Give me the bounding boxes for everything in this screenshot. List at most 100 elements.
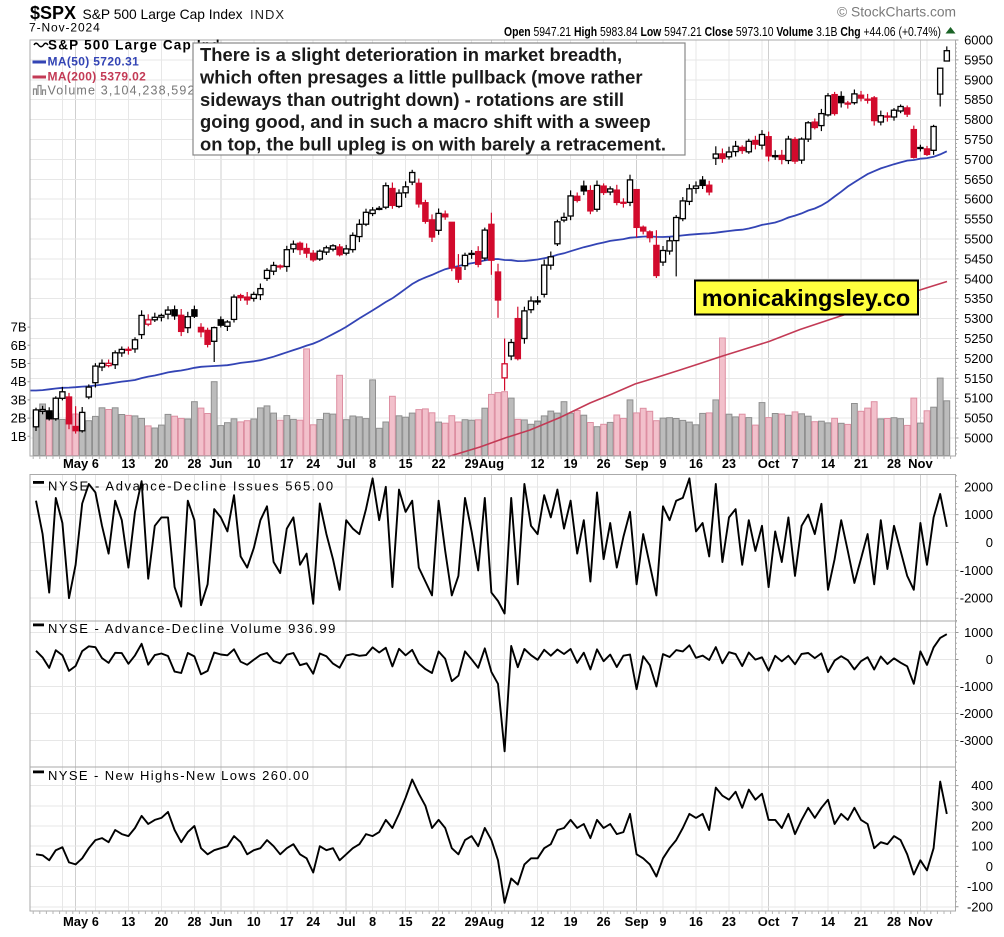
- svg-text:Oct: Oct: [758, 914, 780, 929]
- svg-text:S&P 500 Large Cap Ind: S&P 500 Large Cap Ind: [48, 38, 221, 53]
- svg-text:Jun: Jun: [209, 914, 232, 929]
- svg-text:6000: 6000: [964, 33, 993, 48]
- svg-text:5900: 5900: [964, 72, 993, 87]
- svg-text:400: 400: [971, 778, 993, 793]
- svg-text:5400: 5400: [964, 271, 993, 286]
- svg-text:23: 23: [722, 457, 736, 471]
- svg-text:-1000: -1000: [960, 563, 993, 578]
- svg-text:21: 21: [854, 915, 868, 929]
- svg-text:10: 10: [247, 915, 261, 929]
- svg-text:Jul: Jul: [337, 456, 356, 471]
- svg-text:sideways than outright down) -: sideways than outright down) - rotations…: [200, 89, 624, 110]
- svg-text:4B: 4B: [11, 374, 27, 389]
- svg-text:6: 6: [92, 457, 99, 471]
- svg-text:© StockCharts.com: © StockCharts.com: [837, 5, 956, 20]
- svg-text:14: 14: [821, 915, 835, 929]
- svg-text:Sep: Sep: [625, 914, 649, 929]
- svg-text:5850: 5850: [964, 92, 993, 107]
- svg-text:12: 12: [531, 457, 545, 471]
- svg-text:2000: 2000: [964, 479, 993, 494]
- svg-text:-3000: -3000: [960, 733, 993, 748]
- svg-text:5100: 5100: [964, 391, 993, 406]
- svg-text:23: 23: [722, 915, 736, 929]
- svg-text:9: 9: [660, 457, 667, 471]
- svg-text:16: 16: [689, 915, 703, 929]
- svg-text:5350: 5350: [964, 291, 993, 306]
- svg-text:15: 15: [399, 457, 413, 471]
- svg-text:7B: 7B: [11, 320, 27, 335]
- svg-text:on top, the bull upleg is on w: on top, the bull upleg is on with barely…: [200, 134, 666, 155]
- svg-text:28: 28: [187, 915, 201, 929]
- svg-text:300: 300: [971, 798, 993, 813]
- svg-text:9: 9: [660, 915, 667, 929]
- svg-text:INDX: INDX: [250, 7, 285, 22]
- svg-text:12: 12: [531, 915, 545, 929]
- svg-text:7-Nov-2024: 7-Nov-2024: [29, 21, 101, 35]
- svg-text:May: May: [63, 456, 89, 471]
- svg-text:26: 26: [597, 457, 611, 471]
- svg-text:5700: 5700: [964, 152, 993, 167]
- svg-text:200: 200: [971, 819, 993, 834]
- svg-text:15: 15: [399, 915, 413, 929]
- svg-text:17: 17: [280, 915, 294, 929]
- svg-text:There is a slight deterioratio: There is a slight deterioration in marke…: [200, 44, 622, 65]
- svg-text:14: 14: [821, 457, 835, 471]
- svg-text:28: 28: [887, 457, 901, 471]
- svg-text:0: 0: [986, 652, 993, 667]
- svg-text:22: 22: [432, 915, 446, 929]
- svg-text:Open 5947.21 High 5983.84 Low: Open 5947.21 High 5983.84 Low 5947.21 Cl…: [504, 24, 941, 39]
- svg-text:19: 19: [564, 457, 578, 471]
- svg-text:1B: 1B: [11, 429, 27, 444]
- svg-text:24: 24: [306, 457, 320, 471]
- svg-text:7: 7: [792, 457, 799, 471]
- svg-text:-2000: -2000: [960, 706, 993, 721]
- svg-text:16: 16: [689, 457, 703, 471]
- svg-text:5150: 5150: [964, 371, 993, 386]
- svg-text:29: 29: [465, 457, 479, 471]
- svg-text:1000: 1000: [964, 507, 993, 522]
- svg-text:5B: 5B: [11, 356, 27, 371]
- svg-text:13: 13: [121, 915, 135, 929]
- svg-text:5800: 5800: [964, 112, 993, 127]
- svg-text:NYSE - Advance-Decline Issues: NYSE - Advance-Decline Issues 565.00: [48, 479, 335, 494]
- svg-text:5500: 5500: [964, 232, 993, 247]
- svg-text:NYSE - New Highs-New Lows 260.: NYSE - New Highs-New Lows 260.00: [48, 768, 310, 783]
- svg-text:Nov: Nov: [908, 456, 933, 471]
- svg-text:2B: 2B: [11, 411, 27, 426]
- svg-text:monicakingsley.co: monicakingsley.co: [702, 285, 911, 311]
- svg-text:5300: 5300: [964, 311, 993, 326]
- svg-text:26: 26: [597, 915, 611, 929]
- svg-text:Jul: Jul: [337, 914, 356, 929]
- svg-text:5550: 5550: [964, 212, 993, 227]
- svg-text:6: 6: [92, 915, 99, 929]
- svg-text:Volume 3,104,238,592: Volume 3,104,238,592: [48, 84, 196, 98]
- svg-text:Sep: Sep: [625, 456, 649, 471]
- svg-text:1000: 1000: [964, 625, 993, 640]
- svg-text:24: 24: [306, 915, 320, 929]
- svg-text:5600: 5600: [964, 192, 993, 207]
- svg-text:6B: 6B: [11, 338, 27, 353]
- svg-text:100: 100: [971, 839, 993, 854]
- svg-text:-100: -100: [967, 879, 993, 894]
- svg-text:7: 7: [792, 915, 799, 929]
- svg-text:which often presages a little: which often presages a little pullback (…: [199, 66, 643, 87]
- svg-text:8: 8: [369, 915, 376, 929]
- svg-text:5450: 5450: [964, 251, 993, 266]
- svg-text:MA(200) 5379.02: MA(200) 5379.02: [48, 70, 147, 84]
- svg-text:0: 0: [986, 859, 993, 874]
- svg-text:Aug: Aug: [479, 456, 504, 471]
- svg-text:NYSE - Advance-Decline Volume: NYSE - Advance-Decline Volume 936.99: [48, 621, 337, 636]
- svg-text:5050: 5050: [964, 411, 993, 426]
- svg-text:May: May: [63, 914, 89, 929]
- svg-text:-2000: -2000: [960, 591, 993, 606]
- svg-text:20: 20: [154, 457, 168, 471]
- svg-text:5650: 5650: [964, 172, 993, 187]
- svg-text:19: 19: [564, 915, 578, 929]
- svg-text:Nov: Nov: [908, 914, 933, 929]
- svg-text:3B: 3B: [11, 392, 27, 407]
- svg-text:5950: 5950: [964, 52, 993, 67]
- svg-text:going good, and in such a macr: going good, and in such a macro shift wi…: [200, 111, 651, 132]
- svg-text:17: 17: [280, 457, 294, 471]
- svg-text:-1000: -1000: [960, 679, 993, 694]
- svg-text:13: 13: [121, 457, 135, 471]
